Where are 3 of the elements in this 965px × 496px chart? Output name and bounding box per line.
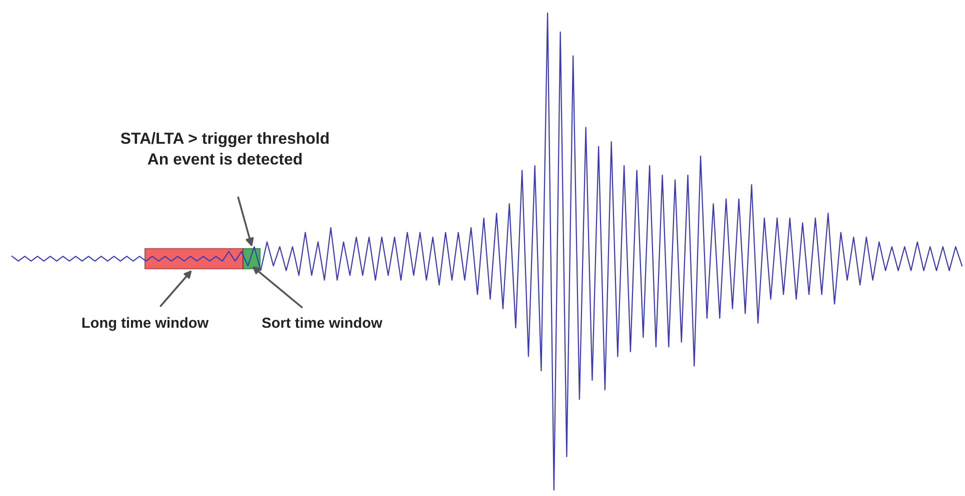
annotation: STA/LTA > trigger threshold An event is detected	[120, 132, 329, 165]
annotation: Sort time window	[262, 317, 382, 328]
annotation: Long time window	[82, 317, 209, 331]
